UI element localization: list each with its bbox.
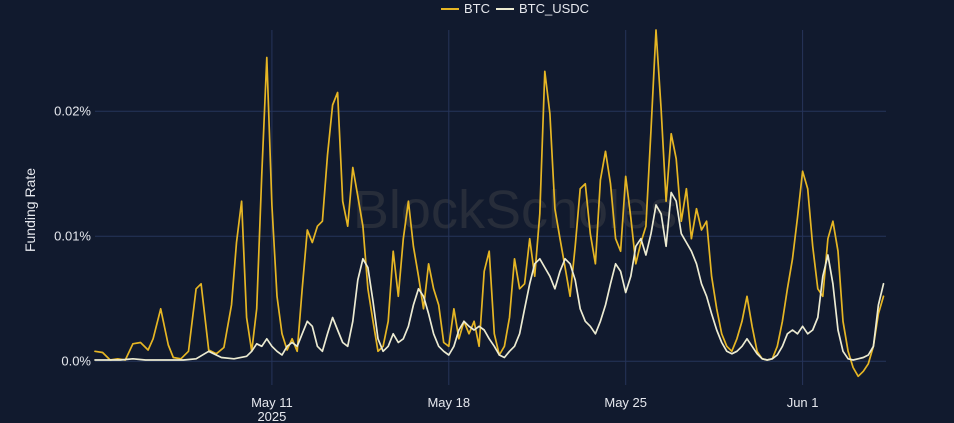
watermark-text: BlockScholes	[353, 180, 677, 240]
x-tick-label: Jun 1	[787, 395, 819, 410]
x-tick-label: May 25	[604, 395, 647, 410]
legend-label-btc: BTC	[464, 1, 490, 16]
y-axis-ticks: 0.0% 0.01% 0.02%	[54, 103, 91, 368]
y-axis-title: Funding Rate	[22, 168, 38, 252]
series-lines	[94, 29, 885, 378]
y-tick-label: 0.0%	[61, 353, 91, 368]
x-tick-label: May 11	[251, 395, 293, 410]
series-line-btc[interactable]	[94, 29, 885, 378]
y-tick-label: 0.02%	[54, 103, 91, 118]
x-tick-label: May 18	[427, 395, 470, 410]
x-tick-sublabel: 2025	[257, 409, 286, 423]
legend: BTC BTC_USDC	[441, 1, 589, 16]
legend-item-btc[interactable]: BTC	[441, 1, 490, 16]
y-tick-label: 0.01%	[54, 228, 91, 243]
legend-label-btc-usdc: BTC_USDC	[519, 1, 589, 16]
series-line-btc-usdc[interactable]	[94, 191, 885, 361]
legend-item-btc-usdc[interactable]: BTC_USDC	[496, 1, 589, 16]
